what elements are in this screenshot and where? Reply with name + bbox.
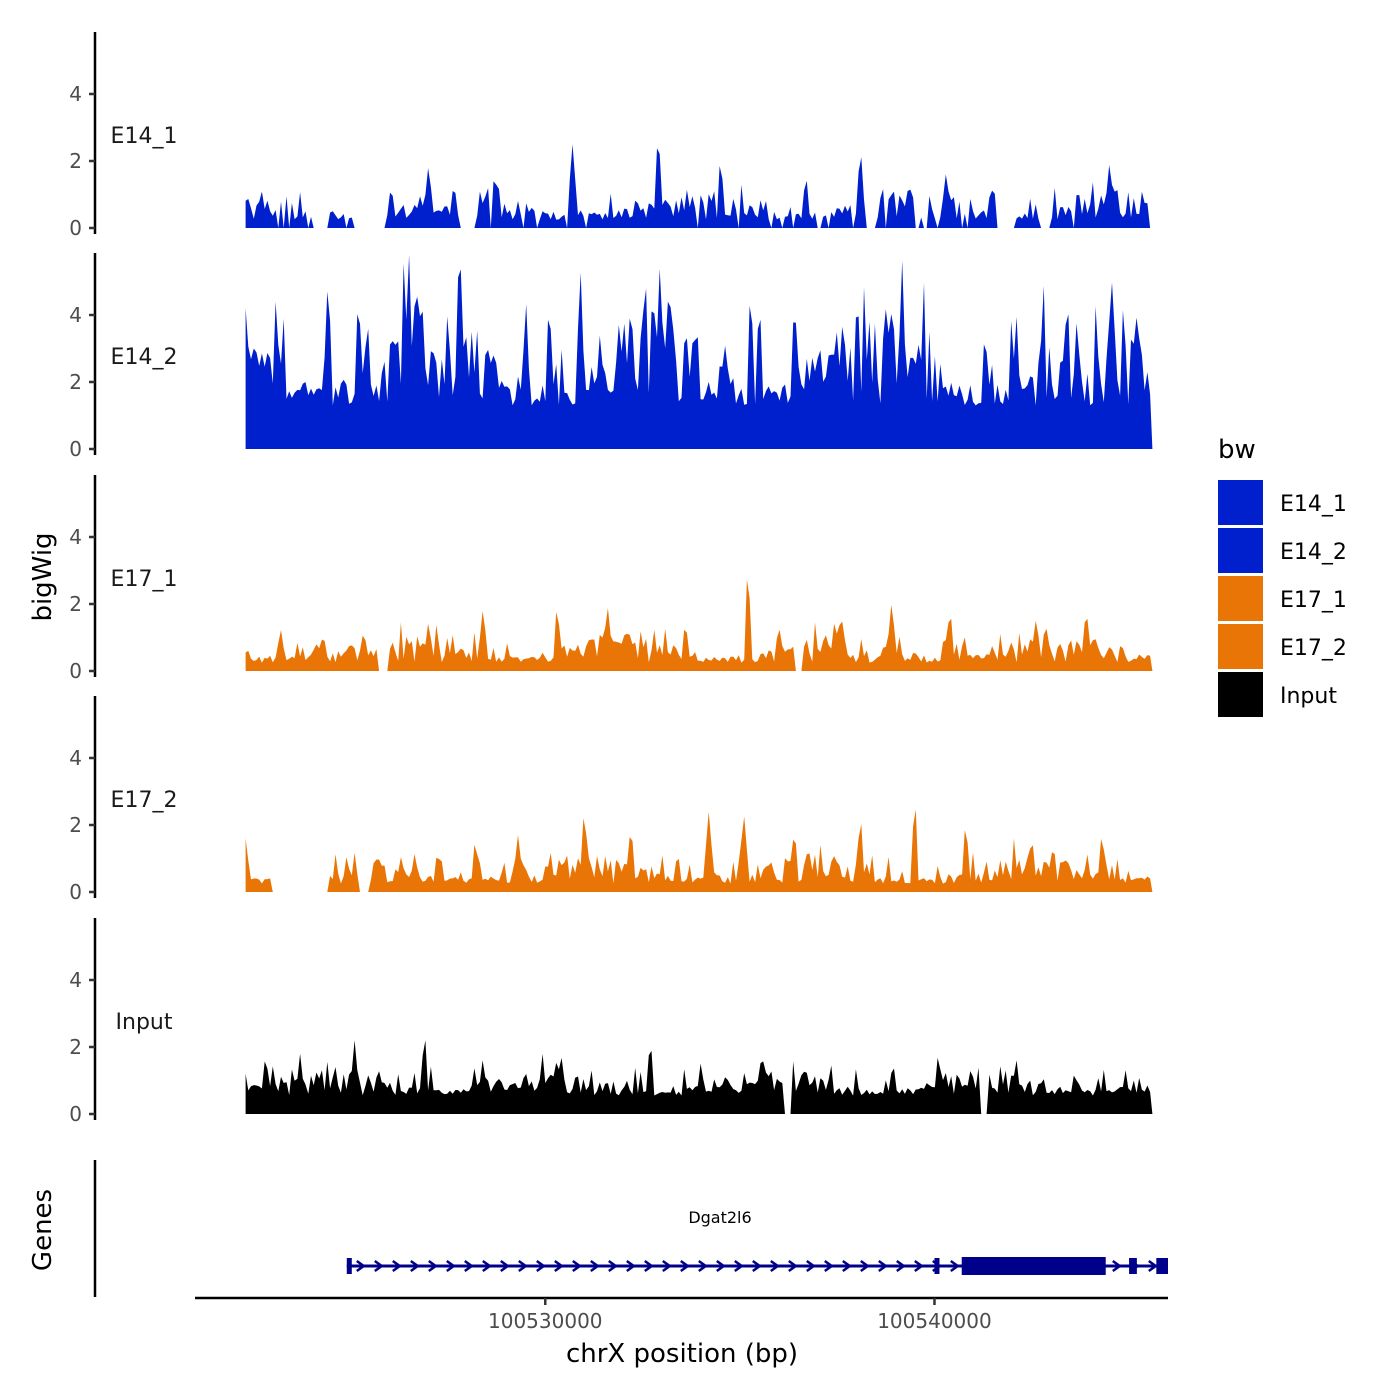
y-tick-label: 2	[69, 1035, 82, 1059]
legend-label: Input	[1280, 684, 1337, 709]
strand-arrow	[644, 1259, 654, 1273]
strand-arrow	[716, 1259, 726, 1273]
y-tick-label: 2	[69, 370, 82, 394]
strand-arrow	[788, 1259, 798, 1273]
x-axis-title: chrX position (bp)	[566, 1339, 798, 1369]
strand-arrow	[410, 1259, 420, 1273]
strand-arrow	[482, 1259, 492, 1273]
genes-panel-title: Genes	[28, 1189, 58, 1271]
track-e14-2: 0 2 4 E14_2	[69, 253, 1153, 461]
legend-label: E17_2	[1280, 636, 1347, 661]
y-tick-label: 0	[69, 216, 82, 240]
y-tick-label: 4	[69, 525, 82, 549]
strand-arrow	[428, 1259, 438, 1273]
strand-arrow	[572, 1259, 582, 1273]
strand-arrow	[1148, 1259, 1158, 1273]
strand-arrow	[680, 1259, 690, 1273]
y-tick-label: 4	[69, 968, 82, 992]
strand-arrow	[752, 1259, 762, 1273]
x-tick-label: 100530000	[488, 1309, 603, 1333]
strand-arrow	[1112, 1259, 1122, 1273]
strand-arrow	[878, 1259, 888, 1273]
y-tick-label: 2	[69, 592, 82, 616]
strand-arrow	[842, 1259, 852, 1273]
legend-title: bw	[1218, 435, 1256, 465]
strand-arrow	[896, 1259, 906, 1273]
strand-arrow	[518, 1259, 528, 1273]
strand-arrow	[356, 1259, 366, 1273]
y-tick-label: 0	[69, 437, 82, 461]
track-e17-1: 0 2 4 E17_1	[69, 475, 1153, 683]
track-label: Input	[116, 1010, 173, 1035]
strand-arrow	[860, 1259, 870, 1273]
strand-arrow	[500, 1259, 510, 1273]
gene-exon	[934, 1258, 940, 1274]
track-label: E14_1	[111, 124, 178, 149]
signal-area	[245, 1040, 1153, 1114]
legend-key	[1218, 624, 1263, 669]
x-axis: 100530000 100540000	[195, 1296, 1168, 1333]
y-tick-label: 2	[69, 149, 82, 173]
strand-arrow	[734, 1259, 744, 1273]
signal-area	[245, 144, 1153, 228]
strand-arrow	[374, 1259, 384, 1273]
y-tick-label: 2	[69, 813, 82, 837]
y-tick-label: 0	[69, 880, 82, 904]
track-input: 0 2 4 Input	[69, 918, 1153, 1126]
signal-area	[245, 809, 1153, 892]
legend-label: E14_2	[1280, 540, 1347, 565]
legend-label: E14_1	[1280, 492, 1347, 517]
strand-arrow	[662, 1259, 672, 1273]
gene-label: Dgat2l6	[688, 1208, 751, 1227]
legend: bw E14_1 E14_2 E17_1 E17_2 Input	[1218, 435, 1347, 717]
strand-arrow	[590, 1259, 600, 1273]
signal-area	[245, 254, 1153, 449]
signal-tracks: 0 2 4 E14_1 0 2 4 E14_2 0 2 4 E17_1 0 2 4 E17_2 0 2 4 Input	[69, 32, 1153, 1126]
y-tick-label: 4	[69, 303, 82, 327]
strand-arrow	[698, 1259, 708, 1273]
strand-arrow	[446, 1259, 456, 1273]
strand-arrow	[536, 1259, 546, 1273]
legend-label: E17_1	[1280, 588, 1347, 613]
track-label: E17_1	[111, 567, 178, 592]
gene-panel: Dgat2l6	[93, 1160, 1168, 1297]
gene-exon	[961, 1257, 1106, 1275]
track-label: E17_2	[111, 788, 178, 813]
legend-key	[1218, 528, 1263, 573]
strand-arrow	[554, 1259, 564, 1273]
gene-exon	[346, 1258, 352, 1274]
strand-arrow	[608, 1259, 618, 1273]
strand-arrow	[950, 1259, 960, 1273]
y-tick-label: 4	[69, 746, 82, 770]
y-tick-label: 4	[69, 82, 82, 106]
strand-arrow	[392, 1259, 402, 1273]
gene-exon	[1129, 1258, 1137, 1274]
track-e17-2: 0 2 4 E17_2	[69, 696, 1153, 904]
y-tick-label: 0	[69, 1102, 82, 1126]
legend-key	[1218, 480, 1263, 525]
strand-arrow	[914, 1259, 924, 1273]
strand-arrow	[770, 1259, 780, 1273]
x-tick-label: 100540000	[877, 1309, 992, 1333]
strand-arrow	[806, 1259, 816, 1273]
y-axis-title: bigWig	[28, 532, 58, 621]
strand-arrow	[626, 1259, 636, 1273]
strand-arrow	[824, 1259, 834, 1273]
track-label: E14_2	[111, 345, 178, 370]
strand-arrow	[464, 1259, 474, 1273]
track-e14-1: 0 2 4 E14_1	[69, 32, 1153, 240]
signal-area	[245, 579, 1153, 671]
legend-key	[1218, 576, 1263, 621]
legend-key	[1218, 672, 1263, 717]
y-tick-label: 0	[69, 659, 82, 683]
gene-exon	[1156, 1258, 1168, 1274]
